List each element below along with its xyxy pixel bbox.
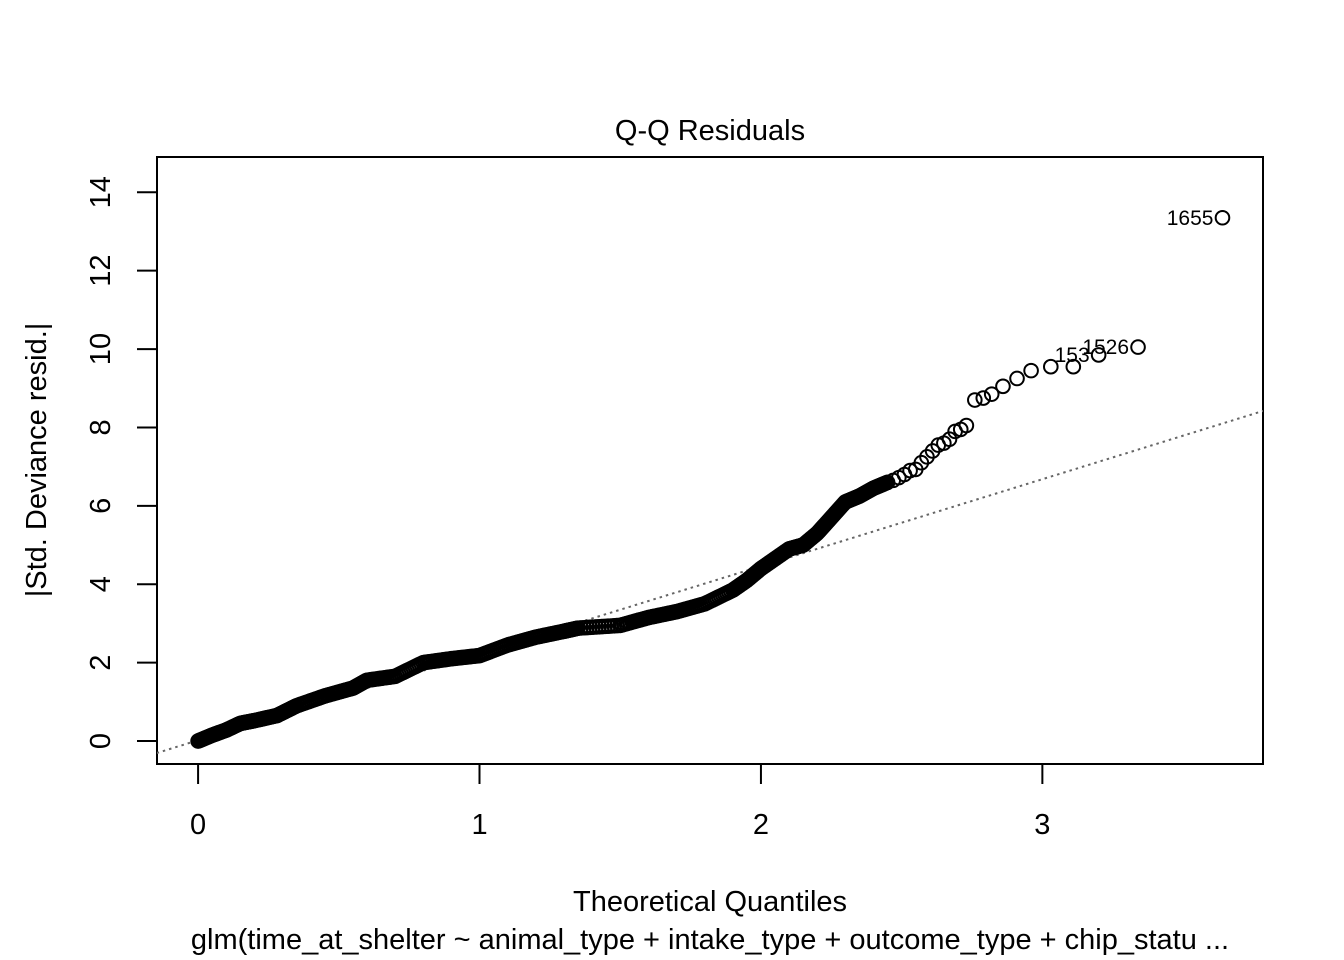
y-tick-label: 2 [85,655,117,671]
chart-subtitle: glm(time_at_shelter ~ animal_type + inta… [191,924,1229,956]
data-point [1023,362,1039,379]
x-tick-label: 3 [1034,809,1050,841]
data-point [1214,209,1231,226]
data-point [1043,358,1059,375]
point-label: 1526 [1082,336,1129,359]
data-point [967,392,983,408]
data-point [941,431,958,448]
x-axis-label: Theoretical Quantiles [573,886,847,918]
plot-frame [156,156,1264,765]
y-axis-label: |Std. Deviance resid.| [21,323,53,598]
data-point [1090,347,1107,363]
point-label: 153 [1055,344,1090,367]
data-point [995,378,1011,395]
x-tick-label: 1 [471,809,487,841]
data-point [1130,339,1146,355]
data-point [1065,358,1082,375]
y-tick-label: 10 [85,333,117,365]
y-tick-label: 12 [85,255,117,287]
y-tick-label: 0 [85,733,117,749]
data-point [902,462,918,479]
x-tick-label: 0 [190,809,206,841]
x-axis: 0 1 2 3 [190,763,1050,841]
chart-title: Q-Q Residuals [615,115,805,147]
y-axis: 0 2 4 6 8 10 12 14 [85,176,158,749]
reference-line-layer [157,409,1263,754]
y-tick-label: 8 [85,419,117,435]
reference-line [157,409,1263,754]
data-point [958,417,975,434]
data-point [975,390,992,406]
data-point [983,386,1000,402]
x-tick-label: 2 [753,809,769,841]
y-tick-label: 14 [85,176,117,208]
y-tick-label: 4 [85,576,117,592]
y-tick-label: 6 [85,498,117,514]
point-label: 1655 [1167,207,1214,230]
data-point [1009,370,1025,387]
